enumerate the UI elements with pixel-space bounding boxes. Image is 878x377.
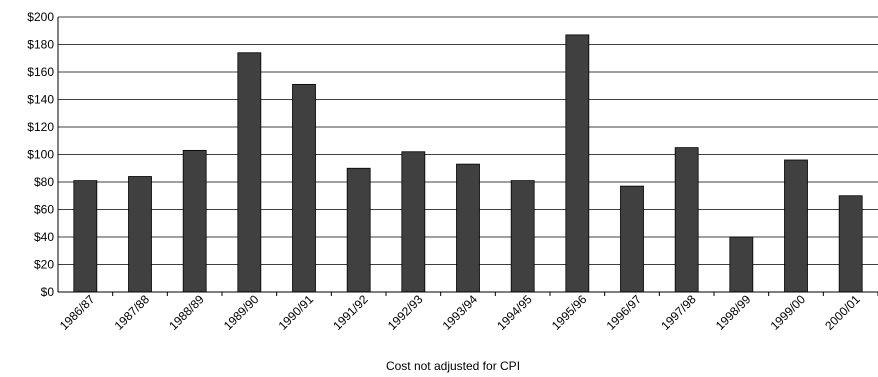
bar-1997-98 bbox=[674, 147, 699, 293]
x-tick-label: 1990/91 bbox=[276, 292, 317, 333]
y-tick-label: $100 bbox=[27, 148, 54, 162]
y-tick-label: $160 bbox=[27, 65, 54, 79]
bar-1991-92 bbox=[346, 167, 371, 293]
x-tick-label: 1996/97 bbox=[604, 292, 645, 333]
x-axis-label: Cost not adjusted for CPI bbox=[386, 359, 520, 373]
x-tick-label: 1995/96 bbox=[549, 292, 590, 333]
x-tick-label: 1986/87 bbox=[57, 292, 98, 333]
x-tick-label: 1987/88 bbox=[112, 292, 153, 333]
x-tick-label: 1997/98 bbox=[658, 292, 699, 333]
bar-1987-88 bbox=[128, 176, 152, 293]
axes bbox=[57, 17, 878, 296]
plot-area bbox=[57, 16, 878, 296]
y-tick-label: $200 bbox=[27, 10, 54, 24]
x-tick-label: 2000/01 bbox=[822, 292, 863, 333]
y-tick-label: $140 bbox=[27, 93, 54, 107]
x-tick-labels: 1986/87 1987/88 1988/89 1989/90 1990/91 1991/… bbox=[57, 292, 863, 333]
bar-1996-97 bbox=[620, 185, 644, 293]
bar-1986-87 bbox=[73, 180, 98, 293]
bar-2000-01 bbox=[838, 195, 863, 293]
x-tick-label: 1989/90 bbox=[221, 292, 262, 333]
x-tick-label: 1991/92 bbox=[330, 292, 371, 333]
bar-1988-89 bbox=[182, 149, 207, 293]
y-tick-labels: $0 $20 $40 $60 $80 $100 $120 $140 $160 $180 $200 bbox=[27, 10, 54, 299]
y-tick-label: $60 bbox=[34, 203, 54, 217]
bars bbox=[73, 34, 863, 293]
x-tick-label: 1992/93 bbox=[385, 292, 426, 333]
x-tick-label: 1993/94 bbox=[440, 292, 481, 333]
y-tick-label: $180 bbox=[27, 38, 54, 52]
bar-1999-00 bbox=[784, 159, 808, 293]
y-tick-label: $120 bbox=[27, 120, 54, 134]
y-tick-label: $20 bbox=[34, 258, 54, 272]
x-tick-label: 1998/99 bbox=[713, 292, 754, 333]
bar-1989-90 bbox=[237, 52, 262, 293]
bar-1992-93 bbox=[401, 151, 426, 293]
bar-1998-99 bbox=[729, 236, 754, 293]
bar-1993-94 bbox=[456, 163, 480, 293]
bar-1990-91 bbox=[292, 83, 316, 293]
bar-1994-95 bbox=[510, 180, 535, 293]
bar-1995-96 bbox=[565, 34, 590, 293]
x-tick-label: 1988/89 bbox=[166, 292, 207, 333]
y-tick-label: $0 bbox=[41, 285, 55, 299]
x-tick-label: 1999/00 bbox=[768, 292, 809, 333]
y-tick-label: $80 bbox=[34, 175, 54, 189]
x-tick-label: 1994/95 bbox=[494, 292, 535, 333]
y-tick-label: $40 bbox=[34, 230, 54, 244]
